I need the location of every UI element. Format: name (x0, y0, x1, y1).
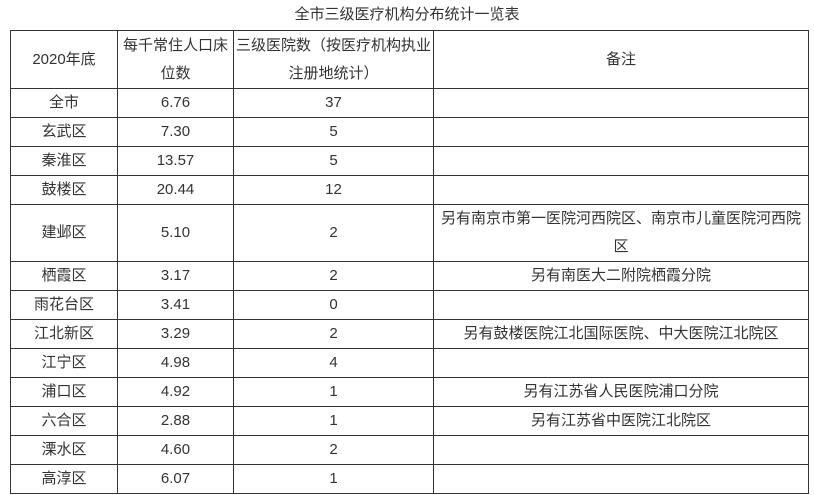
table-row: 浦口区 4.92 1 另有江苏省人民医院浦口分院 (10, 377, 809, 407)
hospitals-cell: 37 (233, 88, 434, 118)
hospitals-cell: 1 (233, 406, 434, 436)
table-row: 栖霞区 3.17 2 另有南医大二附院栖霞分院 (10, 261, 809, 291)
beds-cell: 4.60 (117, 435, 234, 465)
table-row: 溧水区 4.60 2 (10, 435, 809, 465)
beds-cell: 13.57 (117, 146, 234, 176)
area-cell: 栖霞区 (10, 261, 118, 291)
area-cell: 建邺区 (10, 204, 118, 262)
table-row: 秦淮区 13.57 5 (10, 146, 809, 176)
area-cell: 高淳区 (10, 464, 118, 494)
area-cell: 雨花台区 (10, 290, 118, 320)
area-cell: 浦口区 (10, 377, 118, 407)
area-cell: 秦淮区 (10, 146, 118, 176)
hospitals-cell: 2 (233, 319, 434, 349)
table-row: 全市 6.76 37 (10, 88, 809, 118)
table-row: 雨花台区 3.41 0 (10, 290, 809, 320)
beds-cell: 3.41 (117, 290, 234, 320)
table-row: 高淳区 6.07 1 (10, 464, 809, 494)
hospitals-cell: 5 (233, 146, 434, 176)
note-cell: 另有江苏省人民医院浦口分院 (433, 377, 809, 407)
hospitals-cell: 0 (233, 290, 434, 320)
header-note: 备注 (433, 30, 809, 89)
area-cell: 全市 (10, 88, 118, 118)
table-title: 全市三级医疗机构分布统计一览表 (294, 6, 520, 23)
hospitals-cell: 1 (233, 464, 434, 494)
table-row: 江北新区 3.29 2 另有鼓楼医院江北国际医院、中大医院江北院区 (10, 319, 809, 349)
note-cell: 另有南医大二附院栖霞分院 (433, 261, 809, 291)
beds-cell: 4.98 (117, 348, 234, 378)
hospitals-cell: 5 (233, 117, 434, 147)
note-cell (433, 88, 809, 118)
hospitals-cell: 1 (233, 377, 434, 407)
header-beds: 每千常住人口床位数 (117, 30, 234, 89)
beds-cell: 2.88 (117, 406, 234, 436)
note-cell (433, 175, 809, 205)
beds-cell: 20.44 (117, 175, 234, 205)
beds-cell: 3.29 (117, 319, 234, 349)
note-cell: 另有南京市第一医院河西院区、南京市儿童医院河西院区 (433, 204, 809, 262)
area-cell: 溧水区 (10, 435, 118, 465)
header-hospitals: 三级医院数（按医疗机构执业注册地统计） (233, 30, 434, 89)
hospitals-cell: 2 (233, 204, 434, 262)
area-cell: 玄武区 (10, 117, 118, 147)
header-year: 2020年底 (10, 30, 118, 89)
area-cell: 江宁区 (10, 348, 118, 378)
beds-cell: 5.10 (117, 204, 234, 262)
table-row: 鼓楼区 20.44 12 (10, 175, 809, 205)
beds-cell: 6.07 (117, 464, 234, 494)
beds-cell: 3.17 (117, 261, 234, 291)
hospitals-cell: 2 (233, 261, 434, 291)
note-cell (433, 117, 809, 147)
table-row: 六合区 2.88 1 另有江苏省中医院江北院区 (10, 406, 809, 436)
note-cell: 另有鼓楼医院江北国际医院、中大医院江北院区 (433, 319, 809, 349)
table-row: 江宁区 4.98 4 (10, 348, 809, 378)
header-row: 2020年底 每千常住人口床位数 三级医院数（按医疗机构执业注册地统计） 备注 (10, 30, 809, 89)
note-cell (433, 464, 809, 494)
hospitals-cell: 12 (233, 175, 434, 205)
area-cell: 六合区 (10, 406, 118, 436)
note-cell (433, 290, 809, 320)
hospitals-cell: 2 (233, 435, 434, 465)
note-cell (433, 435, 809, 465)
area-cell: 江北新区 (10, 319, 118, 349)
note-cell: 另有江苏省中医院江北院区 (433, 406, 809, 436)
beds-cell: 7.30 (117, 117, 234, 147)
beds-cell: 6.76 (117, 88, 234, 118)
note-cell (433, 348, 809, 378)
hospitals-cell: 4 (233, 348, 434, 378)
beds-cell: 4.92 (117, 377, 234, 407)
table-row: 建邺区 5.10 2 另有南京市第一医院河西院区、南京市儿童医院河西院区 (10, 204, 809, 262)
area-cell: 鼓楼区 (10, 175, 118, 205)
note-cell (433, 146, 809, 176)
hospital-distribution-table: 2020年底 每千常住人口床位数 三级医院数（按医疗机构执业注册地统计） 备注 … (10, 30, 809, 494)
table-row: 玄武区 7.30 5 (10, 117, 809, 147)
